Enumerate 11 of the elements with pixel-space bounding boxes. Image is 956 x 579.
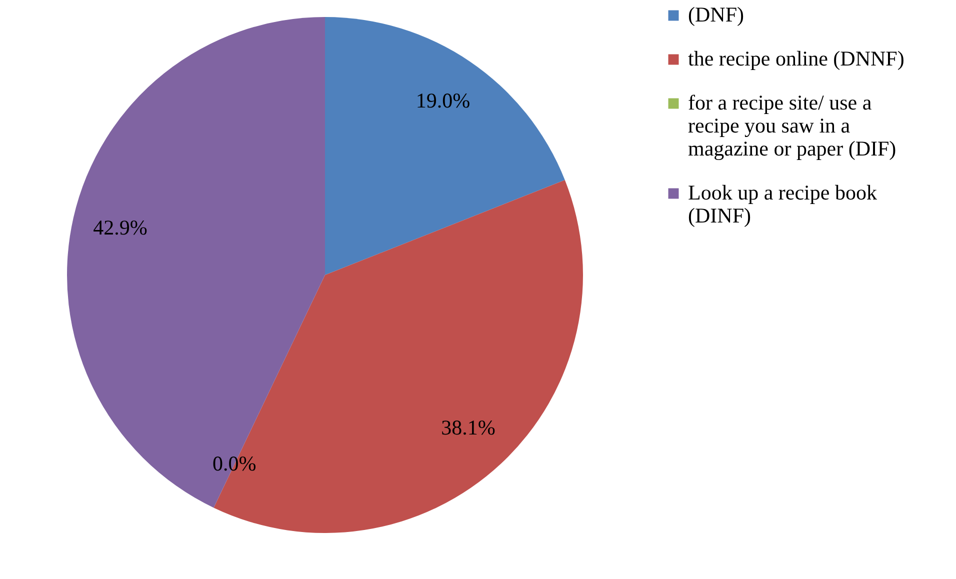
pie-slice — [67, 17, 325, 508]
pie-slice — [214, 180, 583, 533]
pie-slice — [325, 17, 565, 275]
data-label: 19.0% — [416, 88, 470, 112]
legend-label: for a recipe site/ use a recipe you saw in a magazine or paper (DIF) — [688, 90, 896, 160]
text: 0.0% — [212, 451, 256, 476]
legend-label: the recipe online (DNNF) — [688, 46, 904, 70]
legend-label: (DNF) — [688, 2, 744, 26]
legend-label: Look up a recipe book (DINF) — [688, 180, 878, 228]
data-label: 42.9% — [93, 216, 148, 240]
data-label: 38.1% — [441, 416, 496, 440]
